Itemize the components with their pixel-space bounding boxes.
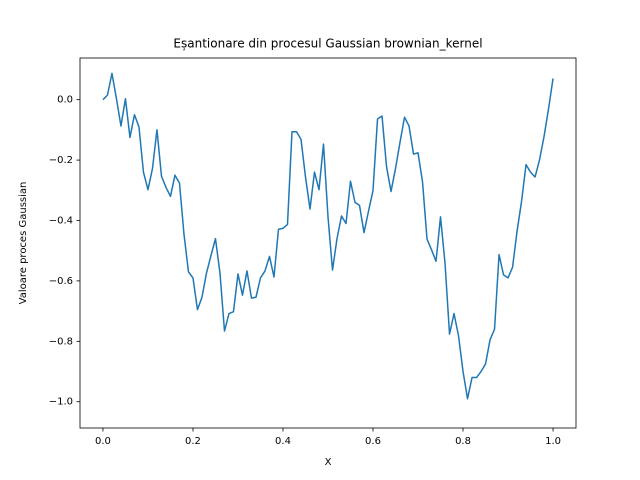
y-tick-label: −0.4 [49,215,73,226]
axes-frame [79,57,577,429]
chart-title: Eșantionare din procesul Gaussian browni… [173,37,482,51]
x-tick-label: 0.6 [365,436,381,447]
x-tick-label: 0.2 [185,436,201,447]
x-tick-label: 1.0 [545,436,561,447]
y-tick-label: −0.6 [49,276,73,287]
y-axis-label: Valoare proces Gaussian [18,182,29,305]
line-series [102,72,554,400]
y-tick-label: −0.8 [49,336,73,347]
y-tick-label: 0.0 [57,95,73,106]
x-tick-label: 0.8 [455,436,471,447]
y-tick-label: −0.2 [49,155,73,166]
y-tick-label: −1.0 [49,397,73,408]
x-tick-label: 0.4 [275,436,291,447]
x-axis-label: X [325,457,332,468]
x-tick-label: 0.0 [95,436,111,447]
